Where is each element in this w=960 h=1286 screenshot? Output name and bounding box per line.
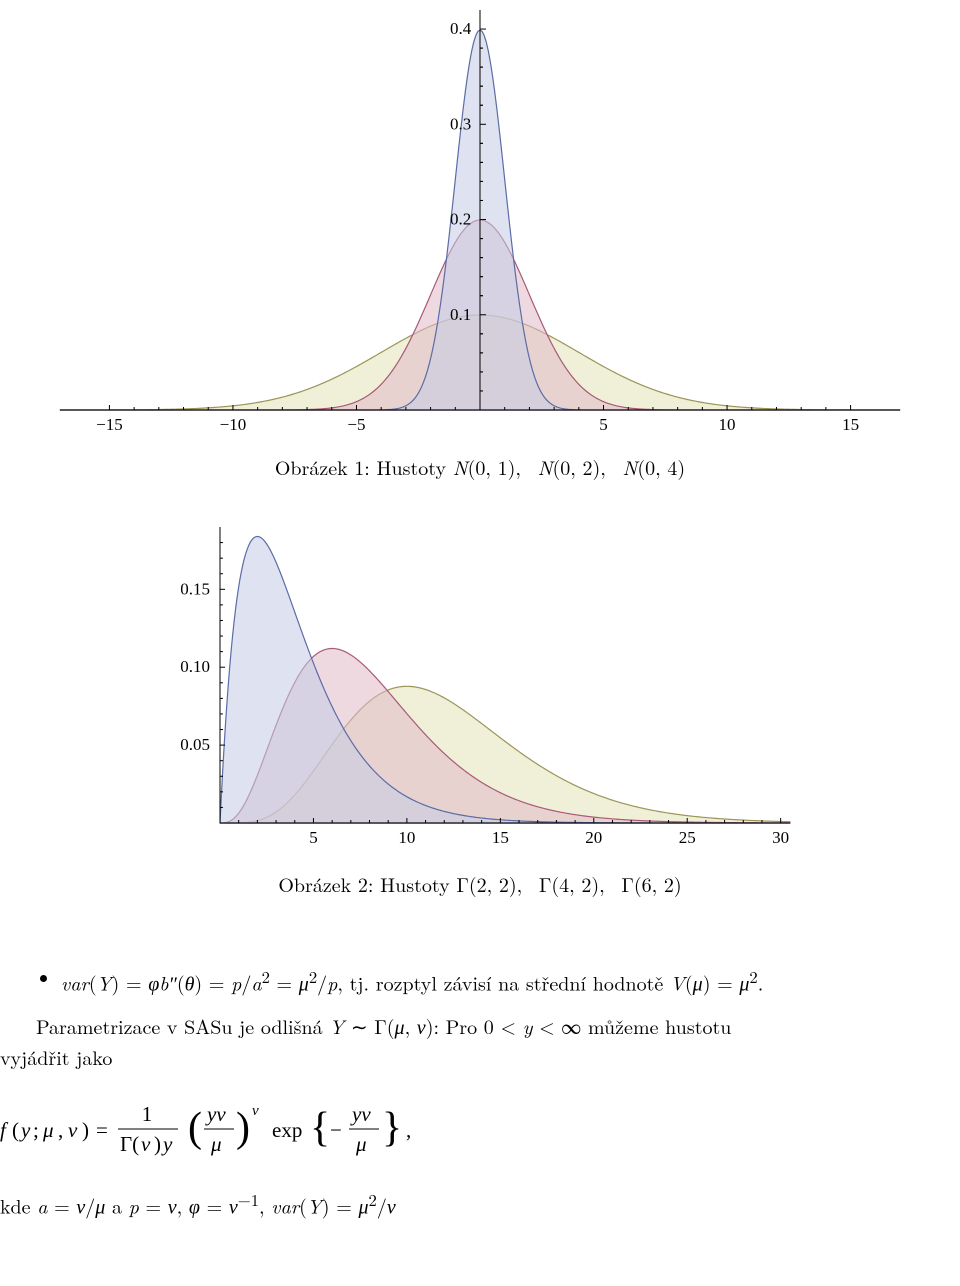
svg-text:(: ( bbox=[12, 1118, 19, 1142]
svg-text:μ: μ bbox=[355, 1132, 367, 1156]
svg-text:10: 10 bbox=[398, 828, 415, 847]
chart-gamma-densities: 0.05 0.10 0.15 5 10 15 20 25 30 Obrázek 2: Husto… bbox=[0, 517, 960, 934]
svg-text:0.05: 0.05 bbox=[180, 735, 210, 754]
svg-text:yν: yν bbox=[205, 1102, 226, 1126]
svg-text:ν: ν bbox=[141, 1132, 151, 1156]
svg-text:): ) bbox=[82, 1118, 89, 1142]
svg-text:0.3: 0.3 bbox=[450, 114, 471, 133]
svg-text:}: } bbox=[382, 1105, 402, 1151]
chart-normal-densities: 0.1 0.2 0.3 0.4 −15 −10 −5 5 10 15 Obrázek 1: Hus… bbox=[0, 0, 960, 517]
svg-text:0.2: 0.2 bbox=[450, 210, 471, 229]
para-where: kde a = ν/μ a p = ν, φ = ν−1, var(Y) = μ… bbox=[0, 1187, 960, 1220]
svg-text:;: ; bbox=[33, 1118, 39, 1142]
svg-text:−10: −10 bbox=[220, 415, 247, 434]
svg-text:25: 25 bbox=[679, 828, 696, 847]
svg-text:20: 20 bbox=[585, 828, 602, 847]
bullet-dot-icon bbox=[40, 975, 47, 982]
svg-text:exp: exp bbox=[272, 1118, 302, 1142]
svg-text:,: , bbox=[406, 1118, 411, 1142]
svg-text:30: 30 bbox=[772, 828, 789, 847]
svg-text:): ) bbox=[236, 1105, 250, 1151]
caption-1: Obrázek 1: Hustoty N(0, 1), N(0, 2), N(0… bbox=[275, 452, 685, 481]
svg-text:−: − bbox=[330, 1118, 342, 1142]
svg-text:yν: yν bbox=[350, 1102, 371, 1126]
bullet-text: var(Y) = φb″(θ) = p/a2 = μ2/p, tj. rozpt… bbox=[61, 964, 950, 997]
svg-text:y: y bbox=[161, 1132, 173, 1156]
svg-text:−15: −15 bbox=[96, 415, 123, 434]
svg-text:(: ( bbox=[188, 1105, 202, 1151]
svg-text:{: { bbox=[310, 1105, 330, 1151]
svg-text:=: = bbox=[96, 1118, 108, 1142]
para-sas: Parametrizace v SASu je odlišná Y ∼ Γ(μ,… bbox=[0, 1011, 960, 1040]
svg-text:ν: ν bbox=[252, 1103, 259, 1119]
svg-text:,: , bbox=[58, 1118, 63, 1142]
equation-gamma-density: f ( y ; μ , ν ) = 1 Γ( ν ) y ( yν μ ) ν bbox=[0, 1093, 960, 1167]
svg-text:Γ(: Γ( bbox=[120, 1132, 139, 1156]
svg-text:0.4: 0.4 bbox=[450, 19, 472, 38]
svg-text:0.1: 0.1 bbox=[450, 305, 471, 324]
equation-svg: f ( y ; μ , ν ) = 1 Γ( ν ) y ( yν μ ) ν bbox=[0, 1093, 520, 1167]
svg-text:μ: μ bbox=[42, 1118, 54, 1142]
para-sas-cont: vyjádřit jako bbox=[0, 1042, 960, 1071]
svg-text:15: 15 bbox=[842, 415, 859, 434]
svg-text:15: 15 bbox=[492, 828, 509, 847]
svg-text:5: 5 bbox=[599, 415, 608, 434]
svg-text:0.15: 0.15 bbox=[180, 579, 210, 598]
svg-text:1: 1 bbox=[142, 1102, 153, 1126]
caption-2: Obrázek 2: Hustoty Γ(2, 2), Γ(4, 2), Γ(6… bbox=[278, 869, 681, 898]
svg-text:μ: μ bbox=[210, 1132, 222, 1156]
svg-text:ν: ν bbox=[68, 1118, 78, 1142]
svg-text:5: 5 bbox=[309, 828, 318, 847]
svg-text:10: 10 bbox=[719, 415, 736, 434]
chart1-svg: 0.1 0.2 0.3 0.4 −15 −10 −5 5 10 15 bbox=[30, 0, 930, 440]
svg-text:−5: −5 bbox=[347, 415, 365, 434]
svg-text:f: f bbox=[0, 1118, 9, 1142]
svg-text:): ) bbox=[154, 1132, 161, 1156]
chart2-svg: 0.05 0.10 0.15 5 10 15 20 25 30 bbox=[150, 517, 810, 857]
bullet-variance: var(Y) = φb″(θ) = p/a2 = μ2/p, tj. rozpt… bbox=[0, 964, 960, 997]
svg-text:0.10: 0.10 bbox=[180, 657, 210, 676]
svg-text:y: y bbox=[19, 1118, 31, 1142]
